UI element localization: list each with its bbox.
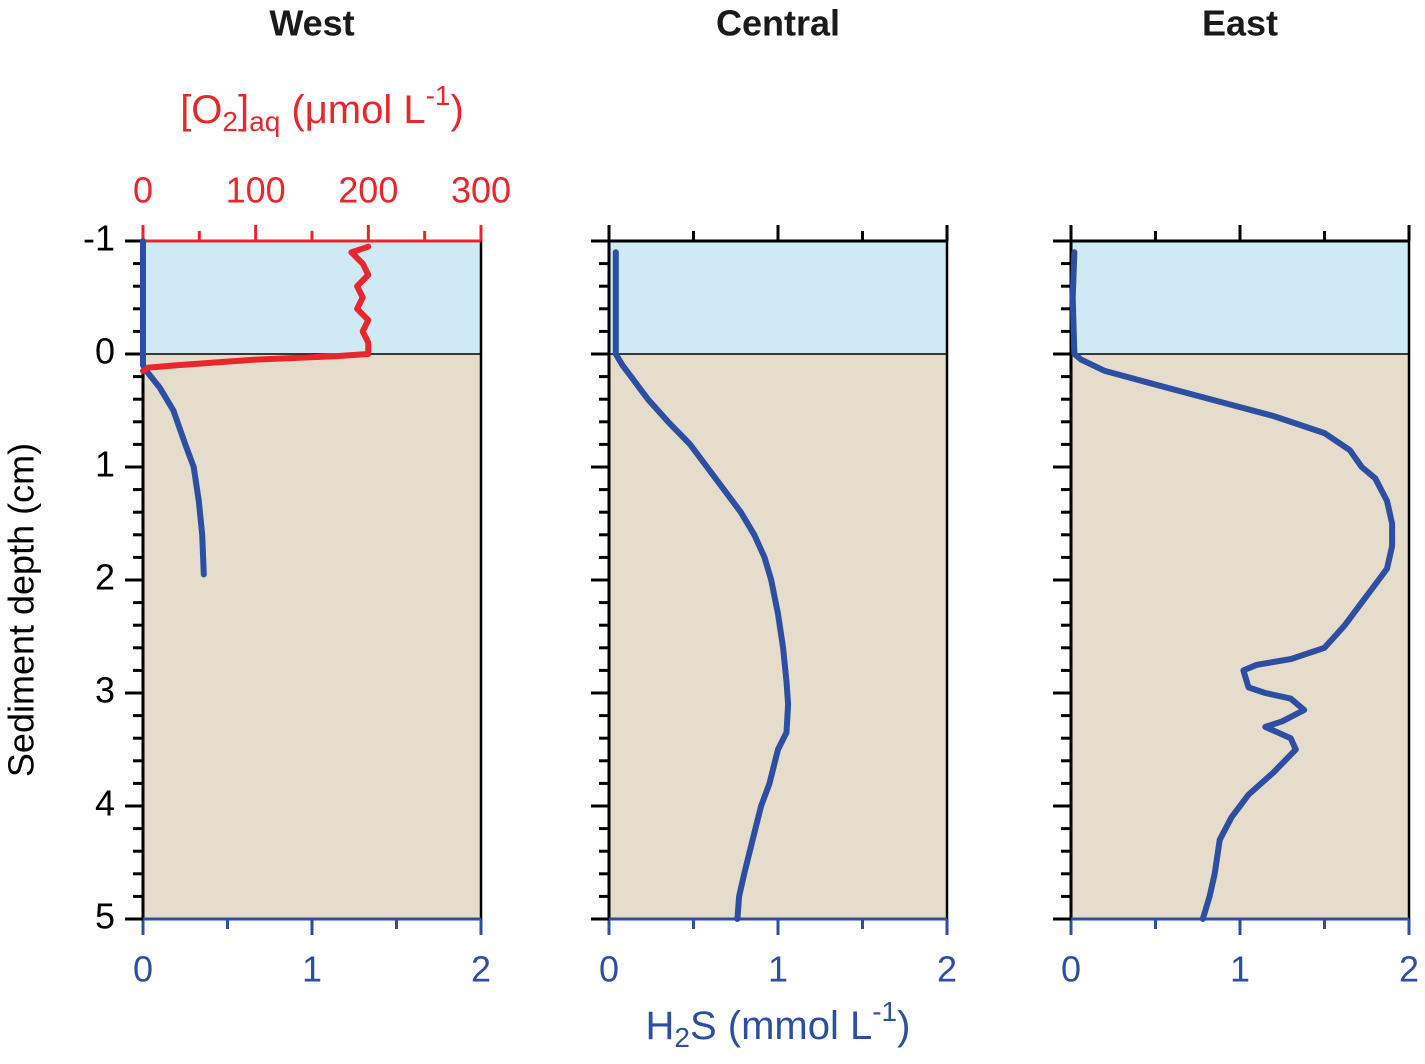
- layer: [1071, 241, 1409, 354]
- x-tick-label: 0: [599, 949, 619, 990]
- axis-label-part: S (mmol L: [690, 1004, 872, 1048]
- y-tick-label: -1: [83, 218, 115, 259]
- axis-label-part: (μmol L: [280, 88, 425, 132]
- layer: [609, 241, 947, 354]
- layer: [609, 354, 947, 919]
- axis-label: H2S (mmol L-1): [646, 996, 911, 1053]
- y-tick-label: 3: [95, 670, 115, 711]
- profile-line: [612, 249, 792, 922]
- y-tick-label: 5: [95, 896, 115, 937]
- x-tick-label: 2: [471, 949, 491, 990]
- x-tick-label: 2: [937, 949, 957, 990]
- x-tick-label: 0: [133, 949, 153, 990]
- profile-line: [1069, 249, 1396, 922]
- panel-title: West: [269, 3, 354, 44]
- y-tick-label: 0: [95, 331, 115, 372]
- x2-tick-label: 100: [226, 170, 286, 211]
- panel-title: Central: [716, 3, 840, 44]
- x-tick-label: 0: [1061, 949, 1081, 990]
- x2-tick-label: 300: [451, 170, 511, 211]
- y-axis-label: Sediment depth (cm): [1, 443, 42, 777]
- axis-label-part: H: [646, 1004, 675, 1048]
- axis-label-part: ]: [238, 88, 249, 132]
- axis-label: [O2]aq (μmol L-1): [180, 80, 464, 137]
- y-tick-label: 1: [95, 444, 115, 485]
- x-tick-label: 1: [768, 949, 788, 990]
- layer: [143, 354, 481, 919]
- profile-line: [140, 243, 372, 374]
- axis-label-part: 2: [222, 106, 238, 137]
- x-tick-label: 1: [1230, 949, 1250, 990]
- axis-label-part: aq: [249, 106, 280, 137]
- panel-title: East: [1202, 3, 1278, 44]
- y-tick-label: 4: [95, 783, 115, 824]
- axis-label-part: ): [897, 1004, 910, 1048]
- axis-label-part: -1: [872, 996, 897, 1027]
- layer: [143, 241, 481, 354]
- y-tick-label: 2: [95, 557, 115, 598]
- axis-label-part: ): [450, 88, 463, 132]
- x-tick-label: 1: [302, 949, 322, 990]
- layer: [1071, 354, 1409, 919]
- x2-tick-label: 0: [133, 170, 153, 211]
- axis-label-part: -1: [426, 80, 451, 111]
- axis-label-part: [O: [180, 88, 222, 132]
- x2-tick-label: 200: [338, 170, 398, 211]
- x-tick-label: 2: [1399, 949, 1419, 990]
- profile-line: [140, 238, 207, 578]
- axis-label-part: 2: [674, 1022, 690, 1053]
